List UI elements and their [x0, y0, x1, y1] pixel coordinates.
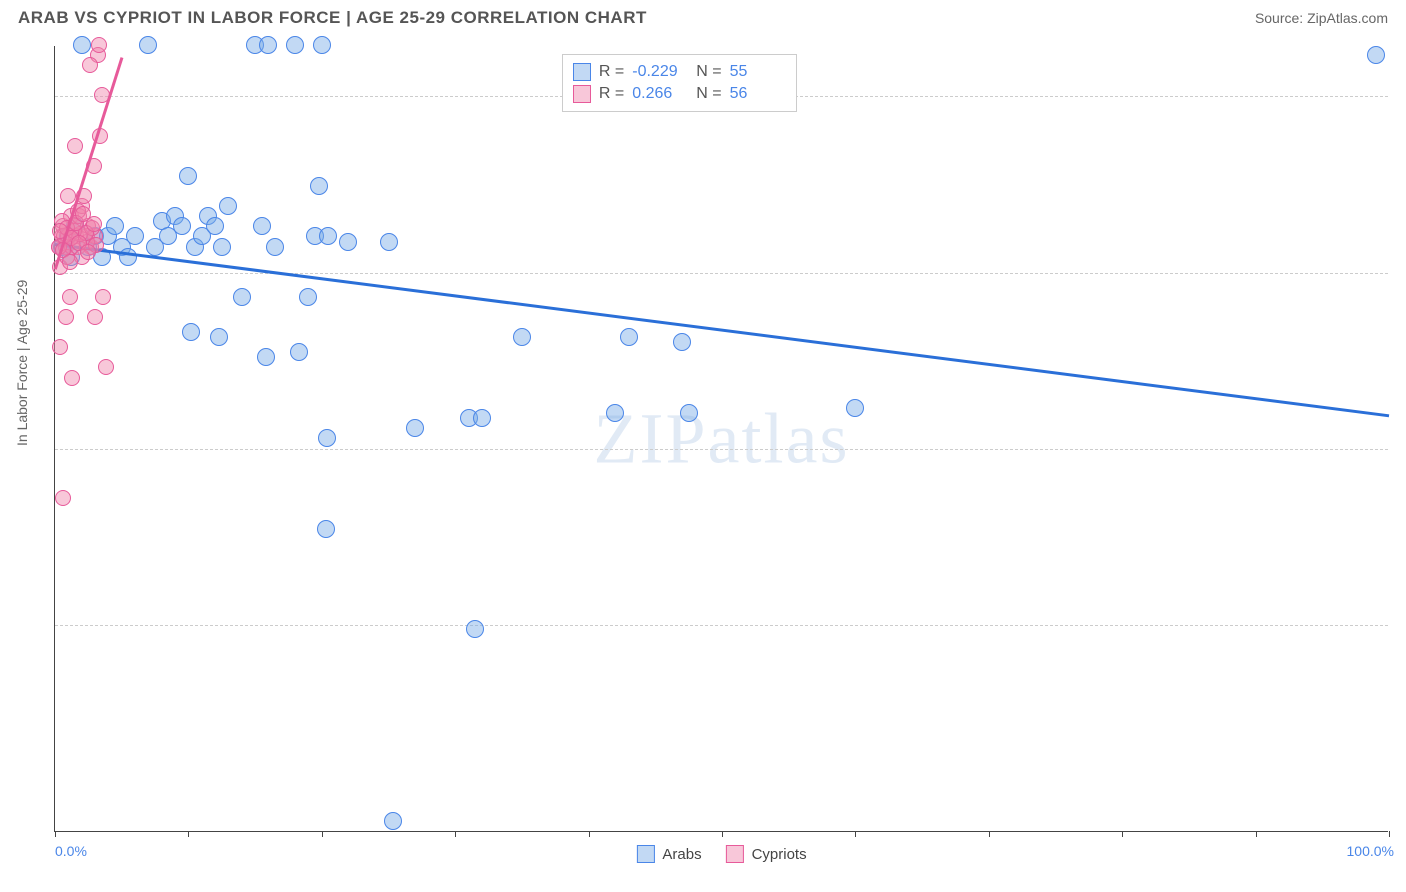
data-point: [87, 309, 103, 325]
stats-legend: R = -0.229 N = 55 R = 0.266 N = 56: [562, 54, 797, 112]
data-point: [299, 288, 317, 306]
data-point: [317, 520, 335, 538]
watermark-text: ZIPatlas: [594, 397, 850, 480]
data-point: [206, 217, 224, 235]
data-point: [73, 36, 91, 54]
data-point: [673, 333, 691, 351]
stats-row: R = 0.266 N = 56: [573, 83, 786, 105]
x-label-max: 100.0%: [1347, 843, 1394, 859]
gridline: [55, 273, 1388, 274]
x-tick: [322, 831, 323, 837]
data-point: [259, 36, 277, 54]
data-point: [91, 37, 107, 53]
data-point: [98, 359, 114, 375]
gridline: [55, 449, 1388, 450]
data-point: [473, 409, 491, 427]
data-point: [318, 429, 336, 447]
x-tick: [455, 831, 456, 837]
data-point: [313, 36, 331, 54]
x-tick: [1122, 831, 1123, 837]
stat-n-value: 55: [730, 63, 786, 81]
stat-n-value: 56: [730, 85, 786, 103]
data-point: [606, 404, 624, 422]
data-point: [55, 490, 71, 506]
x-tick: [855, 831, 856, 837]
trend-line: [55, 243, 1389, 417]
data-point: [233, 288, 251, 306]
data-point: [620, 328, 638, 346]
legend-item: Arabs: [636, 845, 701, 863]
data-point: [257, 348, 275, 366]
legend-swatch: [636, 845, 654, 863]
data-point: [95, 289, 111, 305]
data-point: [253, 217, 271, 235]
x-tick: [722, 831, 723, 837]
data-point: [82, 57, 98, 73]
data-point: [339, 233, 357, 251]
data-point: [290, 343, 308, 361]
data-point: [119, 248, 137, 266]
legend-label: Cypriots: [752, 846, 807, 863]
data-point: [466, 620, 484, 638]
legend-item: Cypriots: [726, 845, 807, 863]
stat-r-value: 0.266: [632, 85, 688, 103]
data-point: [179, 167, 197, 185]
legend-swatch: [573, 85, 591, 103]
data-point: [310, 177, 328, 195]
data-point: [86, 216, 102, 232]
data-point: [139, 36, 157, 54]
data-point: [213, 238, 231, 256]
y-tick-label: 82.5%: [1396, 287, 1406, 303]
gridline: [55, 625, 1388, 626]
source-attribution: Source: ZipAtlas.com: [1255, 10, 1388, 26]
y-axis-label: In Labor Force | Age 25-29: [14, 280, 30, 446]
data-point: [680, 404, 698, 422]
data-point: [266, 238, 284, 256]
data-point: [406, 419, 424, 437]
stat-r-value: -0.229: [632, 63, 688, 81]
data-point: [286, 36, 304, 54]
data-point: [67, 138, 83, 154]
data-point: [64, 370, 80, 386]
stat-label: R =: [599, 63, 624, 81]
x-tick: [188, 831, 189, 837]
x-tick: [1389, 831, 1390, 837]
stat-label: R =: [599, 85, 624, 103]
series-legend: Arabs Cypriots: [636, 845, 806, 863]
x-tick: [989, 831, 990, 837]
stat-label: N =: [696, 63, 721, 81]
x-tick: [589, 831, 590, 837]
data-point: [106, 217, 124, 235]
y-tick-label: 65.0%: [1396, 463, 1406, 479]
y-tick-label: 100.0%: [1396, 110, 1406, 126]
x-label-min: 0.0%: [55, 843, 87, 859]
scatter-chart: ZIPatlas 100.0%82.5%65.0%47.5%0.0%100.0%…: [54, 46, 1388, 832]
data-point: [182, 323, 200, 341]
stats-row: R = -0.229 N = 55: [573, 61, 786, 83]
data-point: [210, 328, 228, 346]
data-point: [62, 289, 78, 305]
data-point: [319, 227, 337, 245]
data-point: [62, 254, 78, 270]
legend-swatch: [726, 845, 744, 863]
data-point: [52, 339, 68, 355]
stat-label: N =: [696, 85, 721, 103]
data-point: [384, 812, 402, 830]
y-tick-label: 47.5%: [1396, 639, 1406, 655]
x-tick: [55, 831, 56, 837]
data-point: [219, 197, 237, 215]
x-tick: [1256, 831, 1257, 837]
data-point: [1367, 46, 1385, 64]
data-point: [173, 217, 191, 235]
data-point: [80, 244, 96, 260]
data-point: [513, 328, 531, 346]
data-point: [380, 233, 398, 251]
chart-title: ARAB VS CYPRIOT IN LABOR FORCE | AGE 25-…: [18, 8, 647, 28]
data-point: [846, 399, 864, 417]
legend-swatch: [573, 63, 591, 81]
data-point: [126, 227, 144, 245]
legend-label: Arabs: [662, 846, 701, 863]
data-point: [58, 309, 74, 325]
